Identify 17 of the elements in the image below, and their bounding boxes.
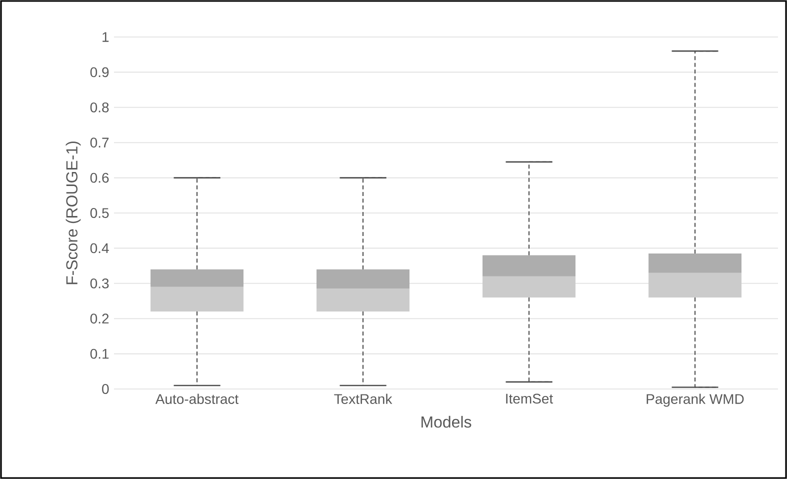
y-tick-label: 0.2: [90, 314, 109, 324]
x-axis-title: Models: [422, 416, 472, 428]
y-tick-label: 0.1: [90, 348, 109, 359]
y-tick-label: 0.3: [90, 278, 109, 288]
y-tick-label: 0.7: [90, 138, 109, 148]
y-tick-label: 0.5: [90, 208, 109, 218]
y-tick-label: 0.4: [90, 243, 109, 254]
x-tick-label: ItemSet: [506, 394, 554, 404]
y-axis-title: F-Score (ROUGE-1): [66, 142, 81, 284]
y-tick-label: 0.8: [90, 102, 109, 112]
x-tick-label: Pagerank WMD: [646, 394, 744, 407]
y-tick-label: 0.9: [90, 67, 109, 78]
x-tick-label: Auto-abstract: [155, 394, 239, 404]
y-tick-label: 0: [102, 384, 109, 394]
y-tick-label: 0.6: [90, 172, 109, 183]
x-tick-label: TextRank: [334, 394, 392, 404]
y-tick-label: 1: [102, 32, 109, 42]
